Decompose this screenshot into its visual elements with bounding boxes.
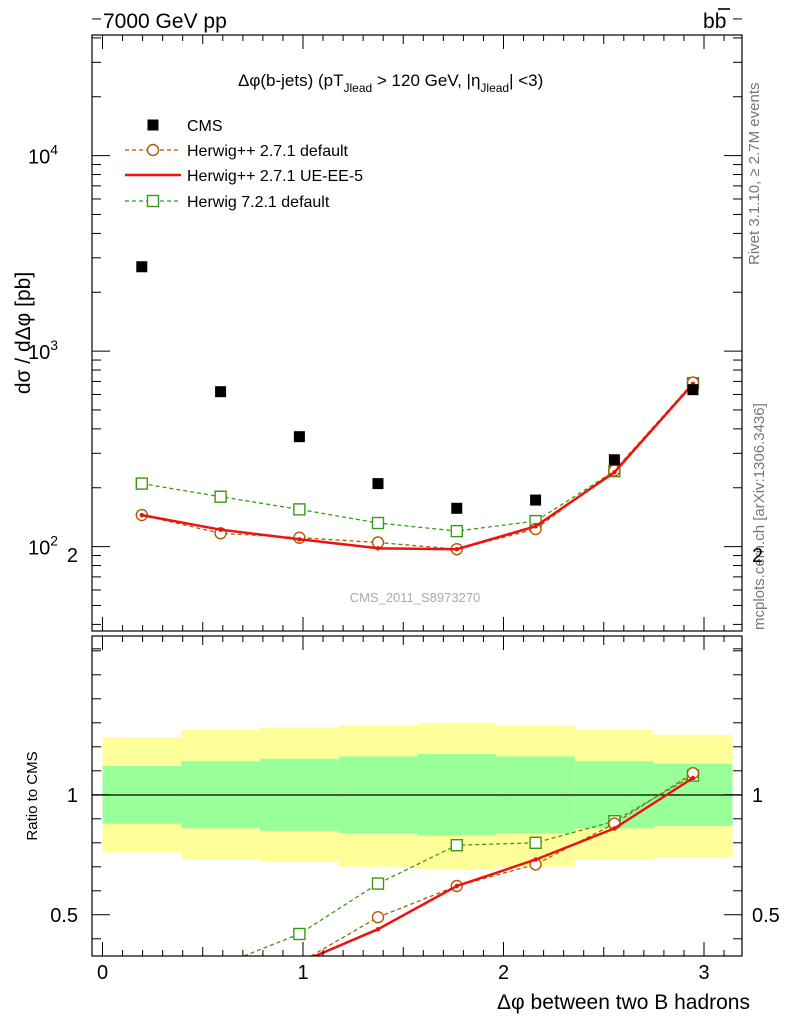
header-energy-label: 7000 GeV pp bbox=[103, 10, 227, 33]
ratio-ueee5-point bbox=[140, 1020, 144, 1024]
title-part-c: | <3) bbox=[509, 71, 543, 90]
ratio-y-tick-label-left: 2 bbox=[67, 545, 78, 567]
y-tick-base: 10 bbox=[28, 538, 50, 560]
ueee5-point bbox=[612, 470, 617, 475]
ratio-series bbox=[136, 767, 700, 1024]
cms-point bbox=[372, 478, 384, 490]
x-tick-label: 3 bbox=[698, 962, 709, 984]
legend-herwig7-marker bbox=[146, 194, 160, 208]
y-tick-base: 10 bbox=[28, 342, 50, 364]
main-plot-ticks bbox=[92, 18, 742, 650]
herwig7-point bbox=[214, 490, 227, 503]
y-tick-exp: 3 bbox=[50, 337, 58, 353]
title-sub-a: Jlead bbox=[344, 81, 373, 95]
cms-point bbox=[608, 454, 620, 466]
cms-point bbox=[451, 502, 463, 514]
ratio-herwigpp-line bbox=[309, 772, 694, 956]
ueee5-point bbox=[375, 546, 381, 551]
cms-point bbox=[215, 386, 227, 398]
ratio-herwig7-point bbox=[371, 877, 385, 890]
main-plot-frame bbox=[91, 34, 743, 632]
herwig7-point bbox=[293, 503, 306, 516]
ratio-y-tick-label-right: 2 bbox=[752, 545, 763, 567]
title-sub-b: Jlead bbox=[480, 81, 509, 95]
ratio-y-axis-label: Ratio to CMS bbox=[24, 751, 41, 840]
ratio-ueee5-point bbox=[612, 826, 617, 831]
x-axis-label: Δφ between two B hadrons bbox=[497, 991, 750, 1014]
ratio-ueee5-point bbox=[690, 775, 696, 781]
ratio-herwig7-point bbox=[215, 960, 226, 971]
herwigpp-line bbox=[141, 382, 694, 550]
ratio-ueee5-point bbox=[375, 927, 381, 932]
ratio-y-tick-label-left: 1 bbox=[67, 785, 78, 807]
rivet-label: Rivet 3.1.10, ≥ 2.7M events bbox=[746, 83, 763, 266]
cms-point bbox=[687, 384, 699, 396]
mcplots-label: mcplots.cern.ch [arXiv:1306.3436] bbox=[751, 403, 768, 630]
process-b: b bbox=[703, 10, 715, 33]
y-tick-label: 102 bbox=[28, 533, 58, 560]
analysis-watermark: CMS_2011_S8973270 bbox=[350, 590, 481, 605]
ueee5-point bbox=[297, 537, 302, 542]
herwig7-point bbox=[371, 516, 385, 530]
herwig7-point bbox=[450, 524, 463, 538]
ueee5-line bbox=[141, 382, 694, 551]
ueee5-point bbox=[533, 524, 538, 529]
ratio-plot-frame bbox=[91, 635, 743, 957]
ratio-ueee5-line bbox=[312, 776, 694, 956]
ratio-plot-tick-labels: 0 1 2 3 0.5 0.5 1 1 2 2 bbox=[50, 545, 780, 984]
main-plot-title: Δφ(b-jets) (pTJlead > 120 GeV, |ηJlead| … bbox=[238, 71, 543, 95]
herwig7-point bbox=[135, 477, 148, 490]
x-tick-label: 2 bbox=[498, 962, 509, 984]
cms-point bbox=[136, 261, 148, 273]
title-part-a: Δφ(b-jets) (pT bbox=[238, 71, 344, 90]
ratio-herwigpp-point bbox=[371, 911, 385, 924]
ratio-herwig7-point bbox=[136, 1011, 147, 1022]
ratio-ueee5-point bbox=[533, 857, 538, 862]
legend-label: Herwig++ 2.7.1 UE-EE-5 bbox=[187, 168, 363, 185]
title-part-b: > 120 GeV, |η bbox=[372, 71, 480, 90]
legend-herwigpp-marker bbox=[146, 143, 160, 157]
y-tick-exp: 4 bbox=[50, 142, 58, 158]
y-tick-label: 104 bbox=[28, 142, 58, 169]
ratio-y-tick-label-left: 0.5 bbox=[50, 905, 78, 927]
y-tick-label: 103 bbox=[28, 337, 58, 364]
legend-label: Herwig 7.2.1 default bbox=[187, 194, 330, 211]
ratio-herwig7-point bbox=[293, 927, 306, 941]
ratio-plot-ticks bbox=[92, 636, 742, 956]
y-tick-exp: 2 bbox=[50, 533, 58, 549]
cms-point bbox=[530, 494, 542, 506]
ueee5-point bbox=[139, 512, 144, 518]
cms-point bbox=[293, 431, 305, 443]
uncertainty-bands bbox=[102, 722, 733, 870]
herwig7-line bbox=[141, 382, 694, 532]
main-plot-series bbox=[135, 261, 700, 556]
legend-label: Herwig++ 2.7.1 default bbox=[187, 143, 349, 160]
header-process-label: bb bbox=[703, 10, 726, 33]
process-bbar: b bbox=[715, 10, 727, 33]
ratio-herwig7-point bbox=[450, 839, 463, 852]
y-tick-base: 10 bbox=[28, 147, 50, 169]
main-y-axis-label: dσ / dΔφ [pb] bbox=[12, 272, 35, 394]
legend-label: CMS bbox=[187, 118, 223, 135]
ratio-y-tick-label-right: 1 bbox=[752, 785, 763, 807]
legend: CMS Herwig++ 2.7.1 default Herwig++ 2.7.1 … bbox=[125, 118, 363, 211]
ueee5-point bbox=[218, 527, 223, 532]
ratio-herwigpp-point bbox=[136, 1016, 147, 1024]
legend-cms-marker bbox=[147, 119, 159, 131]
ueee5-point bbox=[454, 546, 459, 552]
ratio-herwigpp-point bbox=[215, 984, 226, 995]
x-tick-label: 0 bbox=[97, 962, 108, 984]
ratio-herwig7-line bbox=[242, 775, 694, 956]
ratio-herwig7-point bbox=[529, 836, 542, 849]
ratio-y-tick-label-right: 0.5 bbox=[752, 905, 780, 927]
ratio-ueee5-point bbox=[218, 985, 222, 989]
ratio-ueee5-point bbox=[454, 883, 459, 889]
x-tick-label: 1 bbox=[297, 962, 308, 984]
